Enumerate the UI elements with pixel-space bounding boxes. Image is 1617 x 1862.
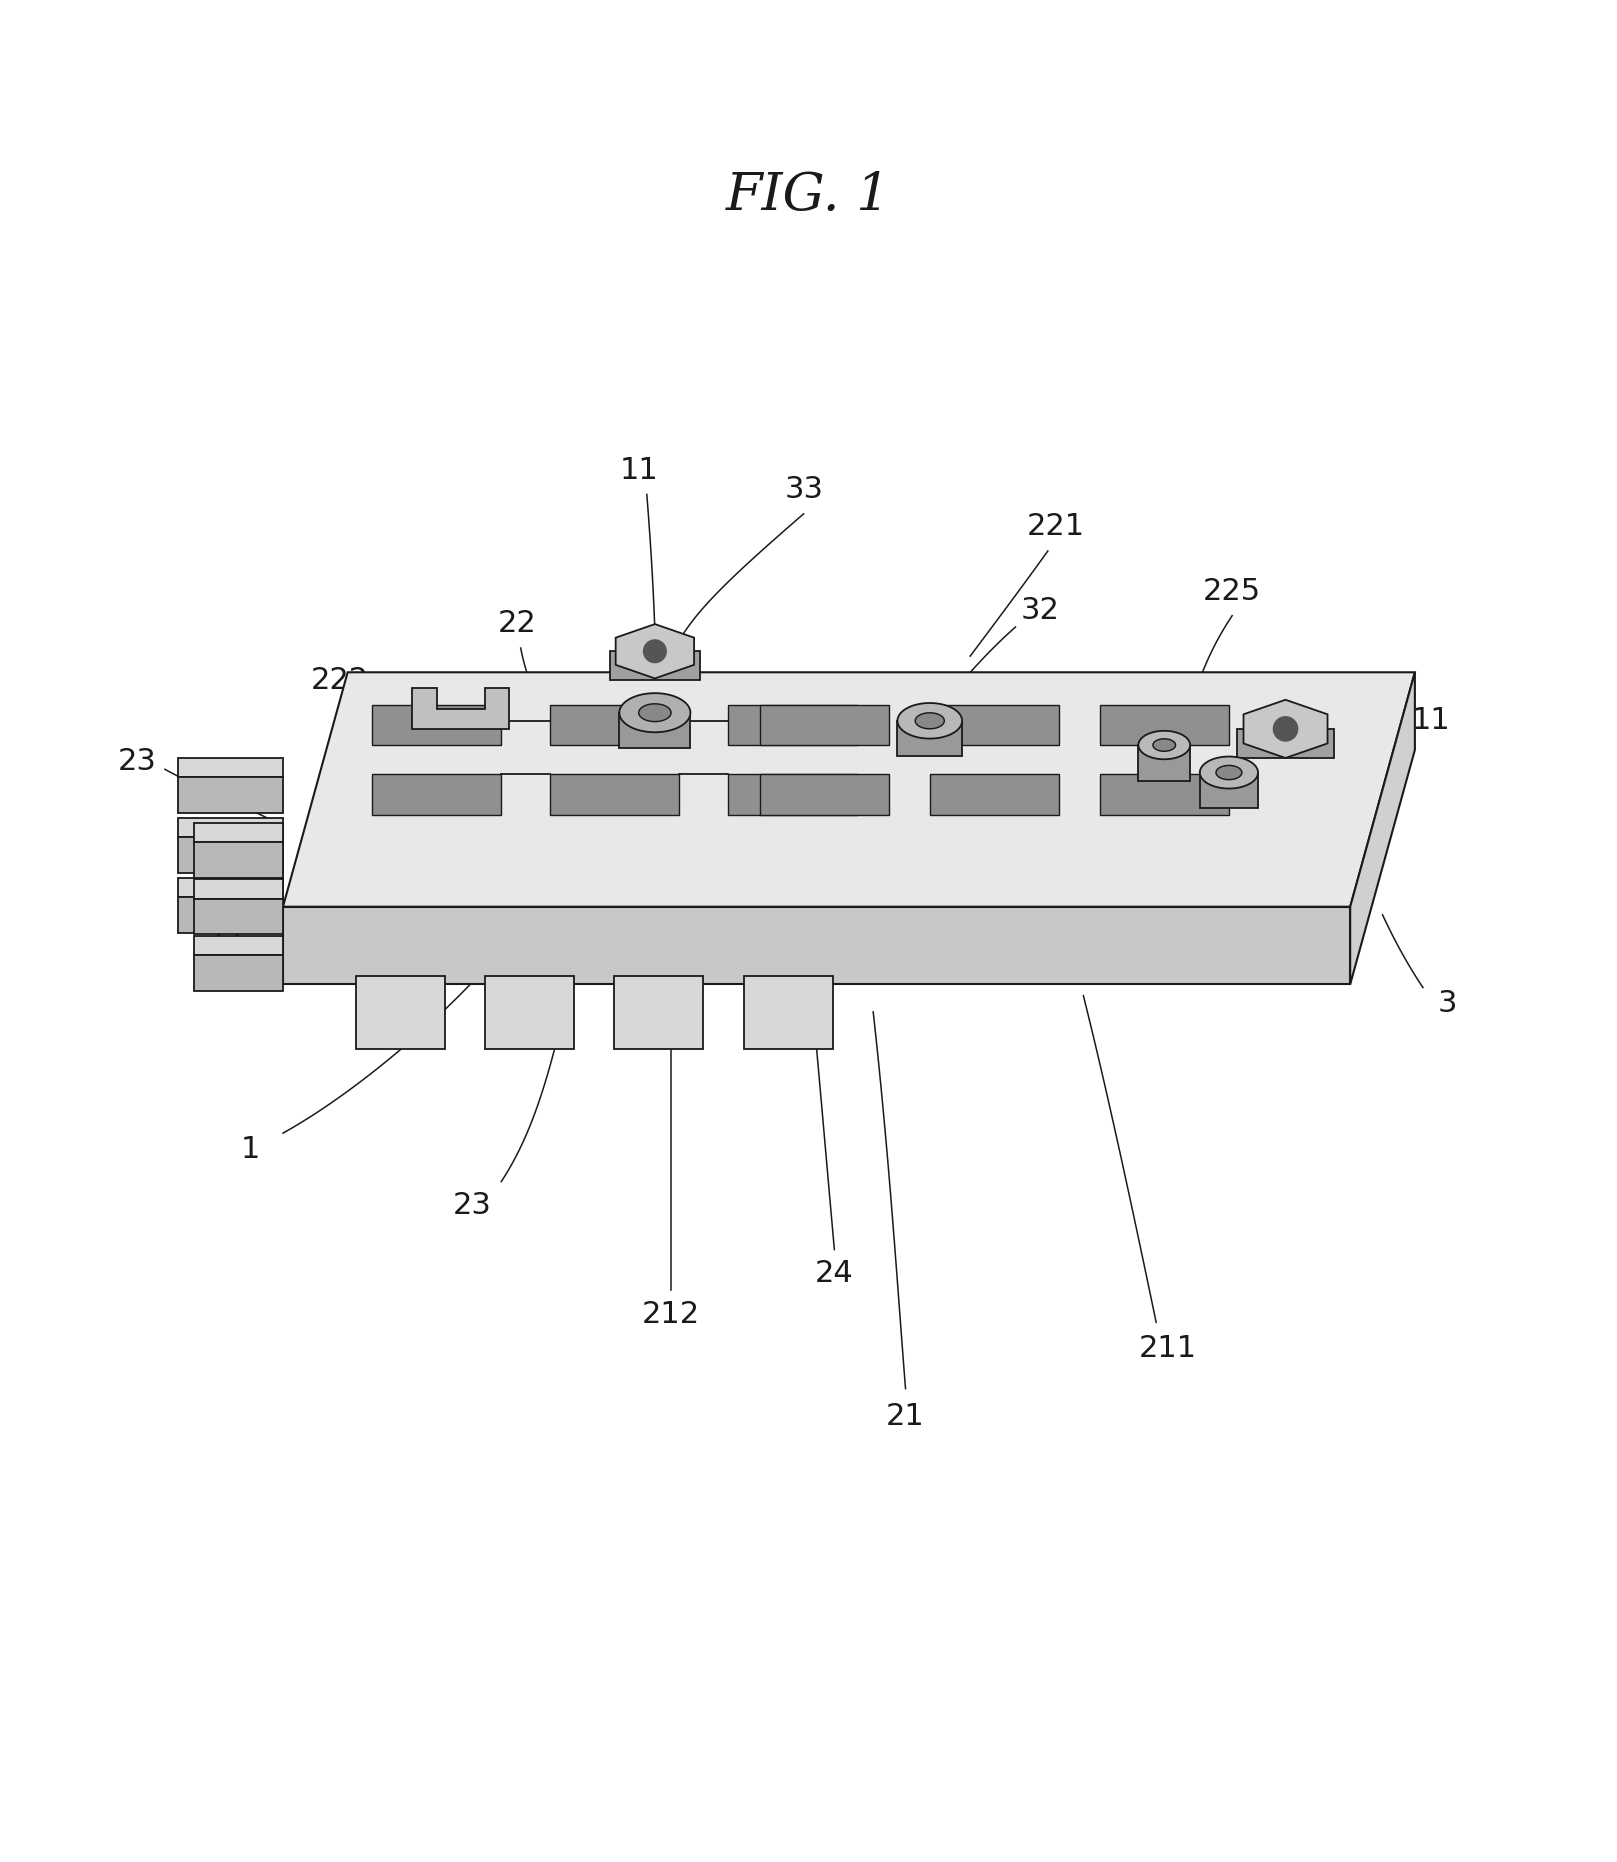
Polygon shape (178, 838, 283, 873)
Polygon shape (283, 907, 1350, 985)
Polygon shape (614, 976, 703, 1048)
Polygon shape (194, 879, 283, 899)
Text: 23: 23 (453, 1192, 492, 1220)
Polygon shape (178, 778, 283, 814)
Polygon shape (1100, 775, 1229, 814)
Polygon shape (930, 704, 1059, 745)
Polygon shape (550, 775, 679, 814)
Polygon shape (760, 775, 889, 814)
Text: 23: 23 (118, 747, 157, 776)
Text: 225: 225 (1203, 577, 1261, 605)
Polygon shape (372, 775, 501, 814)
Polygon shape (178, 877, 283, 897)
Text: 33: 33 (1274, 685, 1313, 715)
Text: 22: 22 (498, 609, 537, 639)
Text: 23: 23 (204, 929, 243, 959)
Polygon shape (930, 775, 1059, 814)
Polygon shape (1200, 773, 1258, 808)
Text: 11: 11 (619, 456, 658, 484)
Polygon shape (639, 704, 671, 722)
Polygon shape (1350, 672, 1415, 985)
Text: 222: 222 (310, 667, 369, 695)
Polygon shape (1243, 700, 1328, 758)
Text: 221: 221 (1027, 512, 1085, 542)
Polygon shape (728, 775, 857, 814)
Text: 3: 3 (1438, 989, 1457, 1019)
Polygon shape (178, 897, 283, 933)
Polygon shape (744, 976, 833, 1048)
Polygon shape (550, 704, 679, 745)
Polygon shape (194, 823, 283, 842)
Text: 33: 33 (784, 475, 823, 505)
Polygon shape (194, 955, 283, 991)
Polygon shape (283, 672, 1415, 907)
Polygon shape (178, 817, 283, 838)
Text: FIG. 1: FIG. 1 (726, 169, 891, 222)
Polygon shape (372, 704, 501, 745)
Text: 32: 32 (1020, 596, 1059, 626)
Polygon shape (194, 899, 283, 935)
Polygon shape (1153, 739, 1176, 750)
Text: 1: 1 (241, 1134, 260, 1164)
Polygon shape (194, 842, 283, 877)
Polygon shape (897, 721, 962, 756)
Text: 212: 212 (642, 1300, 700, 1329)
Polygon shape (1138, 730, 1190, 760)
Text: 24: 24 (815, 1259, 854, 1289)
Polygon shape (728, 704, 857, 745)
Polygon shape (412, 689, 509, 728)
Polygon shape (610, 652, 700, 680)
Text: 211: 211 (1138, 1333, 1197, 1363)
Polygon shape (1200, 756, 1258, 788)
Polygon shape (1216, 765, 1242, 780)
Polygon shape (619, 693, 690, 732)
Polygon shape (760, 704, 889, 745)
Polygon shape (897, 704, 962, 739)
Polygon shape (178, 758, 283, 778)
Text: 11: 11 (1412, 706, 1450, 735)
Polygon shape (194, 937, 283, 955)
Polygon shape (619, 713, 690, 749)
Polygon shape (1138, 745, 1190, 780)
Text: 21: 21 (886, 1402, 925, 1430)
Polygon shape (915, 713, 944, 728)
Polygon shape (356, 976, 445, 1048)
Polygon shape (485, 976, 574, 1048)
Polygon shape (1100, 704, 1229, 745)
Circle shape (644, 641, 666, 663)
Polygon shape (1237, 728, 1334, 758)
Polygon shape (616, 624, 694, 678)
Circle shape (1274, 717, 1298, 741)
